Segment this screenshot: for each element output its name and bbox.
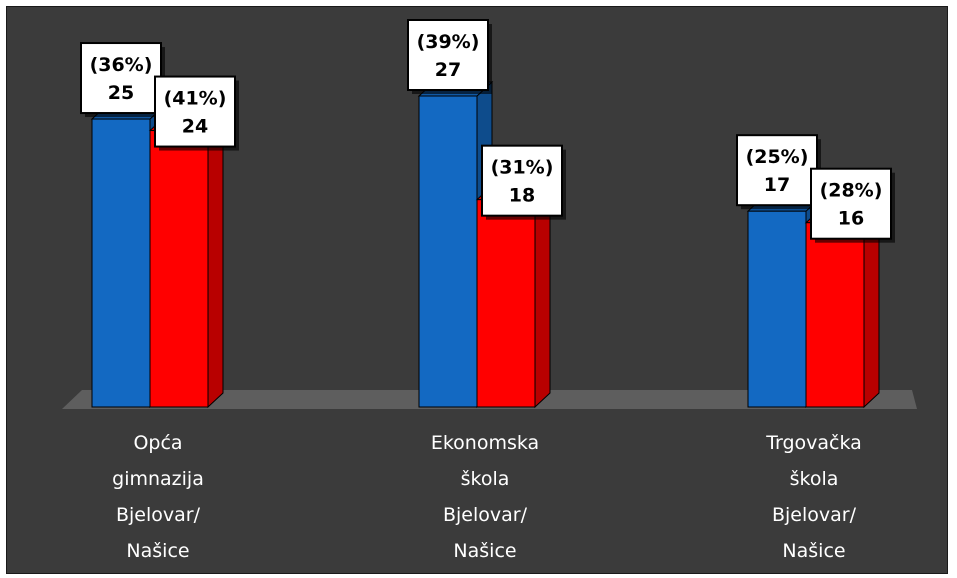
category-label-line: Bjelovar/	[772, 504, 857, 526]
category-label-line: škola	[790, 468, 839, 490]
data-label: (39%) 27	[407, 19, 492, 94]
category-label-line: Trgovačka	[765, 432, 862, 454]
category-label-line: Našice	[126, 540, 189, 562]
data-label-value: 17	[764, 174, 790, 196]
data-label-box	[810, 167, 892, 240]
data-label-percent: (39%)	[417, 31, 480, 53]
category-label-line: Bjelovar/	[116, 504, 201, 526]
bar-front	[805, 222, 865, 408]
data-label-percent: (25%)	[746, 146, 809, 168]
bar-front	[149, 130, 209, 408]
category-label-line: Ekonomska	[431, 432, 539, 454]
bar	[804, 207, 881, 409]
data-label-percent: (36%)	[90, 54, 153, 76]
data-label-value: 27	[435, 59, 461, 81]
bar-side	[207, 115, 224, 409]
data-label-value: 24	[182, 116, 208, 138]
category-label: Trgovačka škola Bjelovar/Našice	[765, 432, 862, 562]
data-label: (41%) 24	[154, 75, 239, 151]
category-label-line: Opća	[133, 432, 182, 454]
bar-front	[747, 210, 807, 408]
category-label-line: Bjelovar/	[443, 504, 528, 526]
data-label-percent: (31%)	[491, 157, 554, 179]
data-label-percent: (41%)	[164, 88, 227, 110]
bar-front	[418, 95, 478, 408]
category-label-line: gimnazija	[112, 468, 204, 490]
data-label-box	[407, 19, 489, 91]
data-label-value: 25	[108, 82, 134, 104]
category-label: Opća gimnazija Bjelovar/Našice	[112, 432, 204, 562]
category-label-line: Našice	[453, 540, 516, 562]
chart-area: (36%) 25 (41%) 24 Opća gimnazija Bjelovar/Naši…	[6, 6, 948, 574]
bar-front	[91, 118, 151, 408]
bar-front	[476, 199, 536, 408]
data-label-box	[736, 134, 818, 207]
data-label-value: 16	[838, 208, 864, 230]
category-label: Ekonomska škola Bjelovar/Našice	[431, 432, 539, 562]
category-label-line: škola	[461, 468, 510, 490]
bar-chart: (36%) 25 (41%) 24 Opća gimnazija Bjelovar/Naši…	[62, 19, 917, 562]
bar	[148, 115, 225, 409]
data-label: (31%) 18	[481, 144, 566, 220]
data-label-box	[80, 42, 162, 115]
data-label: (25%) 17	[736, 134, 821, 210]
data-label-box	[154, 75, 236, 148]
bar	[475, 184, 552, 409]
data-label: (28%) 16	[810, 167, 895, 243]
data-label: (36%) 25	[80, 42, 165, 118]
data-label-percent: (28%)	[820, 180, 883, 202]
data-label-value: 18	[509, 185, 535, 207]
data-label-box	[481, 144, 563, 217]
category-label-line: Našice	[782, 540, 845, 562]
